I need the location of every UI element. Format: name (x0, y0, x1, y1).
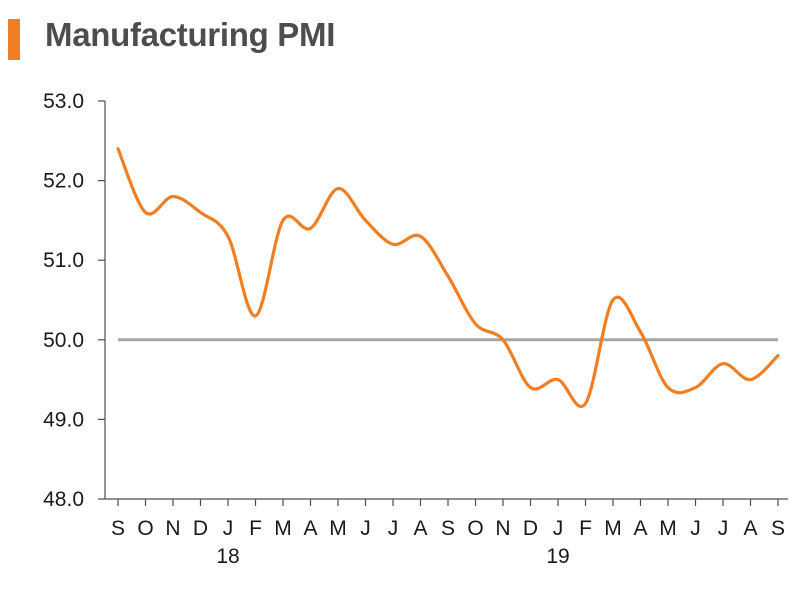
x-tick-label: S (111, 517, 125, 540)
year-label: 18 (216, 545, 239, 568)
y-tick-label: 48.0 (43, 488, 84, 511)
title-accent-bar (8, 19, 20, 60)
chart-title: Manufacturing PMI (45, 16, 336, 53)
series-layer (116, 147, 780, 408)
y-tick-label: 52.0 (43, 170, 84, 193)
x-tick-label: N (165, 517, 180, 540)
x-tick-label: S (441, 517, 455, 540)
y-tick-label: 50.0 (43, 329, 84, 352)
year-label: 19 (546, 545, 569, 568)
x-tick-label: A (633, 517, 647, 540)
x-tick-label: J (360, 517, 371, 540)
pmi-series-line (116, 147, 780, 408)
x-tick-label: D (193, 517, 208, 540)
x-tick-label: A (413, 517, 427, 540)
x-tick-label: F (249, 517, 262, 540)
x-tick-label: J (388, 517, 399, 540)
x-tick-label: A (303, 517, 317, 540)
x-tick-label: J (553, 517, 564, 540)
x-tick-label: O (137, 517, 153, 540)
x-tick-label: F (579, 517, 592, 540)
x-tick-label: M (604, 517, 622, 540)
x-tick-label: S (771, 517, 785, 540)
x-tick-label: M (659, 517, 677, 540)
x-tick-label: N (495, 517, 510, 540)
x-tick-label: M (274, 517, 292, 540)
x-tick-label: J (223, 517, 234, 540)
y-tick-label: 51.0 (43, 249, 84, 272)
axes (98, 100, 788, 506)
x-tick-label: J (690, 517, 701, 540)
y-tick-label: 49.0 (43, 408, 84, 431)
x-tick-label: D (523, 517, 538, 540)
x-tick-label: J (718, 517, 729, 540)
x-tick-label: O (467, 517, 483, 540)
x-tick-label: M (329, 517, 347, 540)
x-tick-label: A (743, 517, 757, 540)
tick-labels: 48.049.050.051.052.053.0S O N D J F M A M J J A S O N D… (43, 90, 785, 568)
y-tick-label: 53.0 (43, 90, 84, 113)
